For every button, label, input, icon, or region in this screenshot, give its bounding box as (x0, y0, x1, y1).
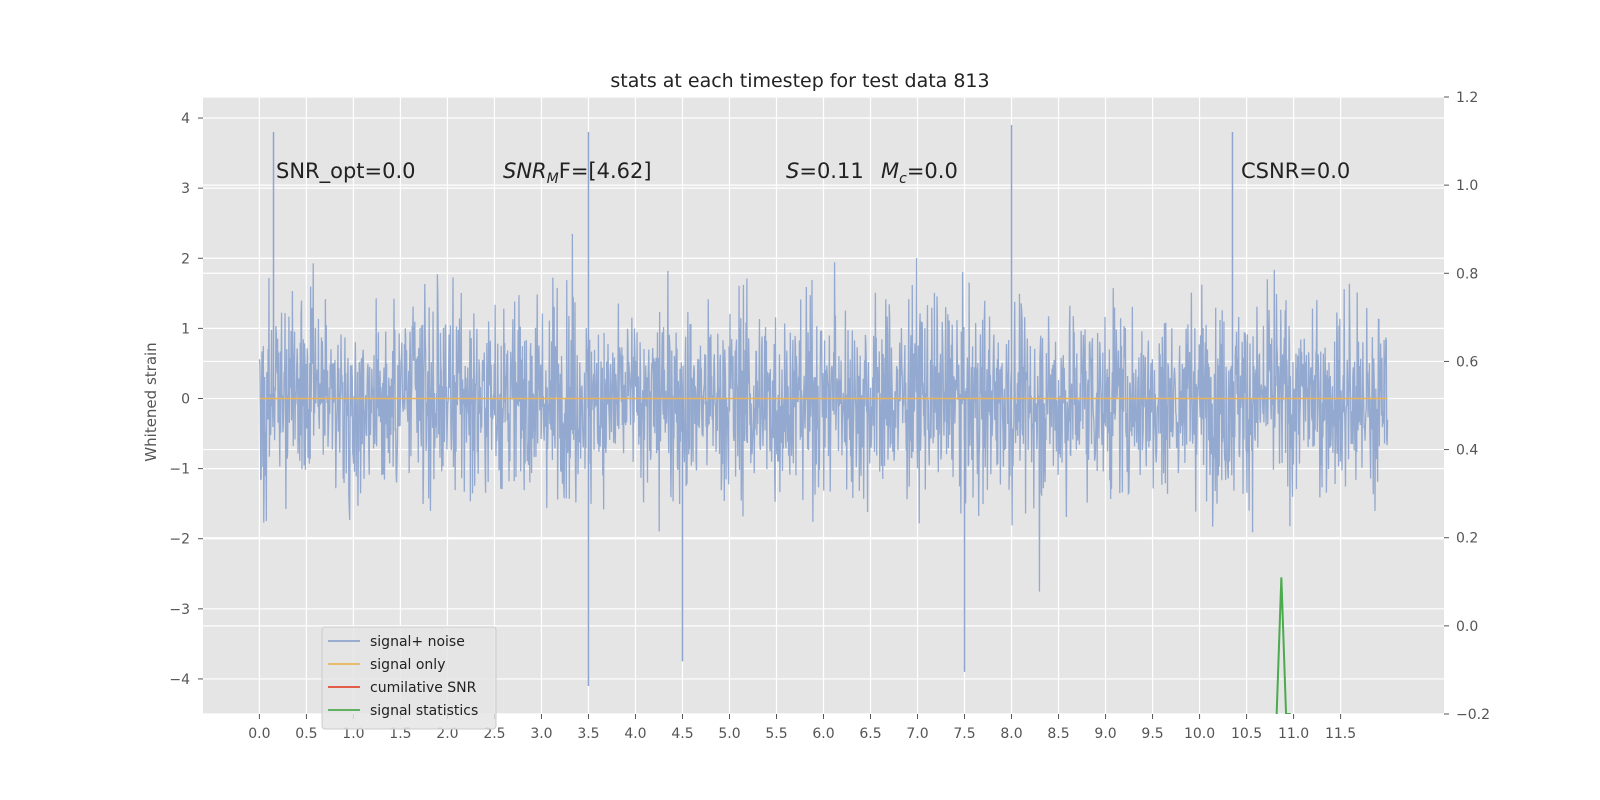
annotation-snr_opt: SNR_opt=0.0 (276, 159, 416, 184)
legend-label: signal+ noise (370, 634, 465, 650)
x-tick-label: 3.5 (577, 726, 599, 742)
x-tick-label: 5.0 (718, 726, 740, 742)
y-tick-label: 0 (181, 391, 190, 407)
y2-tick-label: 1.2 (1456, 90, 1478, 106)
y-tick-label: 3 (181, 181, 190, 197)
legend-label: signal statistics (370, 703, 478, 719)
legend-label: cumilative SNR (370, 680, 477, 696)
x-tick-label: 7.0 (906, 726, 928, 742)
x-tick-label: 2.0 (436, 726, 458, 742)
x-tick-label: 10.0 (1184, 726, 1215, 742)
y2-tick-label: 1.0 (1456, 178, 1478, 194)
x-tick-label: 3.0 (530, 726, 552, 742)
y-tick-label: 1 (181, 321, 190, 337)
x-tick-label: 4.0 (624, 726, 646, 742)
x-tick-label: 7.5 (953, 726, 975, 742)
x-tick-label: 0.0 (248, 726, 270, 742)
x-tick-label: 9.0 (1094, 726, 1116, 742)
x-tick-label: 8.0 (1000, 726, 1022, 742)
signal-noise-line (258, 233, 1389, 592)
y-axis-label: Whitened strain (142, 342, 160, 461)
x-tick-label: 1.5 (389, 726, 411, 742)
y2-tick-label: 0.4 (1456, 443, 1478, 459)
y2-tick-label: 0.8 (1456, 266, 1478, 282)
x-tick-label: 0.5 (295, 726, 317, 742)
annotation-snr_mf: SNRMF=[4.62] (503, 159, 652, 187)
y-tick-label: −3 (169, 602, 190, 618)
y2-tick-label: −0.2 (1456, 707, 1490, 723)
axes: 0.0 0.5 1.0 1.5 2.0 2.5 3.0 3.5 4.0 4.5 5.0 5.5 6.0 6… (169, 90, 1490, 742)
x-tick-label: 10.5 (1231, 726, 1262, 742)
x-tick-label: 2.5 (483, 726, 505, 742)
y2-tick-label: 0.2 (1456, 531, 1478, 547)
x-tick-label: 11.0 (1278, 726, 1309, 742)
y2-tick-label: 0.0 (1456, 619, 1478, 635)
x-tick-label: 4.5 (671, 726, 693, 742)
series-layer (258, 125, 1389, 714)
y-tick-label: −2 (169, 532, 190, 548)
annotation-csnr: CSNR=0.0 (1241, 159, 1350, 183)
y-tick-label: 4 (181, 111, 190, 127)
annotations: SNR_opt=0.0 SNRMF=[4.62] S=0.11 Mc=0.0 CSNR=… (276, 159, 1350, 187)
x-tick-label: 6.0 (812, 726, 834, 742)
x-tick-label: 5.5 (765, 726, 787, 742)
legend: signal+ noise signal only cumilative SNR si… (321, 626, 497, 730)
y-tick-label: −4 (169, 672, 190, 688)
x-tick-label: 11.5 (1325, 726, 1356, 742)
chart-title: stats at each timestep for test data 813 (610, 70, 989, 92)
annotation-s: S=0.11 (786, 159, 864, 183)
annotation-mc: Mc=0.0 (881, 159, 958, 187)
x-tick-label: 6.5 (859, 726, 881, 742)
legend-label: signal only (370, 657, 445, 673)
y2-tick-label: 0.6 (1456, 354, 1478, 370)
x-tick-label: 8.5 (1047, 726, 1069, 742)
x-tick-label: 1.0 (342, 726, 364, 742)
x-tick-label: 9.5 (1141, 726, 1163, 742)
y-tick-label: 2 (181, 251, 190, 267)
y-tick-label: −1 (169, 462, 190, 478)
signal-statistics-line (1275, 577, 1291, 714)
legend-box (321, 626, 497, 730)
